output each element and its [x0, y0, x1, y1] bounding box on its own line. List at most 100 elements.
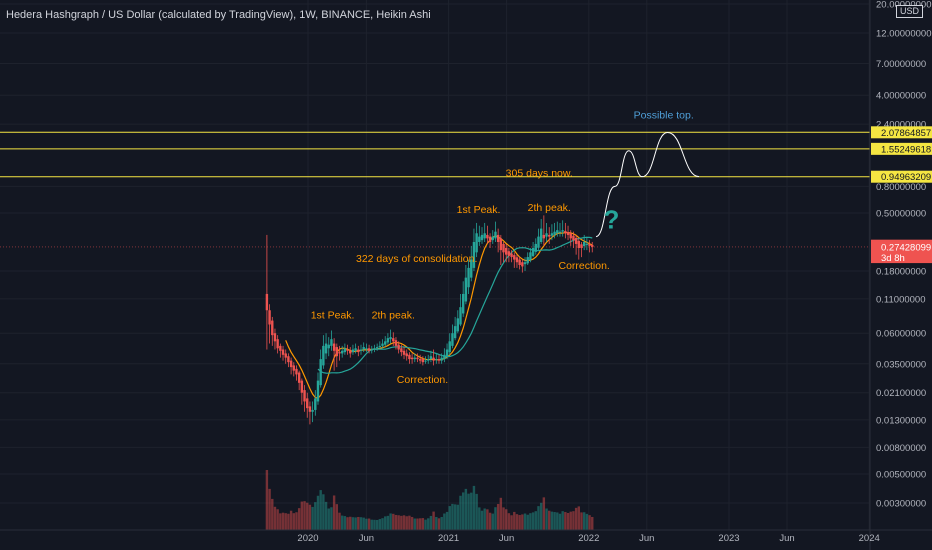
- candle-body[interactable]: [459, 307, 462, 325]
- candle-body[interactable]: [553, 231, 556, 235]
- candle-body[interactable]: [521, 262, 524, 267]
- candle-body[interactable]: [558, 231, 562, 233]
- candle-body[interactable]: [338, 352, 341, 354]
- candle-body[interactable]: [389, 337, 392, 340]
- candle-body[interactable]: [470, 259, 473, 278]
- candle-body[interactable]: [483, 233, 486, 239]
- candle-body[interactable]: [297, 372, 301, 383]
- candle-body[interactable]: [362, 347, 365, 350]
- candle-body[interactable]: [435, 359, 438, 361]
- candle-body[interactable]: [316, 380, 320, 402]
- candle-body[interactable]: [324, 343, 328, 354]
- candle-body[interactable]: [464, 277, 468, 302]
- candle-body[interactable]: [367, 348, 371, 351]
- candle-body[interactable]: [475, 233, 478, 253]
- candle-body[interactable]: [343, 348, 347, 353]
- candle-body[interactable]: [502, 243, 505, 253]
- candle-body[interactable]: [381, 343, 384, 346]
- candle-body[interactable]: [585, 243, 589, 245]
- candle-body[interactable]: [413, 357, 416, 360]
- candle-body[interactable]: [572, 235, 575, 241]
- candle-body[interactable]: [281, 349, 285, 355]
- candle-body[interactable]: [292, 365, 295, 371]
- candle-body[interactable]: [424, 360, 427, 362]
- candle-body[interactable]: [467, 267, 470, 288]
- annotation-label[interactable]: 322 days of consolidation.: [356, 253, 477, 265]
- candle-body[interactable]: [496, 234, 500, 243]
- candle-body[interactable]: [265, 293, 269, 311]
- candle-body[interactable]: [327, 344, 330, 349]
- candle-body[interactable]: [456, 318, 460, 332]
- candle-body[interactable]: [427, 359, 430, 361]
- candle-body[interactable]: [319, 359, 322, 386]
- candle-body[interactable]: [548, 234, 551, 237]
- currency-badge[interactable]: USD: [896, 5, 924, 18]
- projection-drawing[interactable]: [595, 132, 700, 238]
- annotation-label[interactable]: Correction.: [397, 374, 448, 386]
- candle-body[interactable]: [523, 262, 527, 265]
- candle-body[interactable]: [556, 230, 559, 234]
- candle-body[interactable]: [308, 406, 312, 412]
- candle-body[interactable]: [384, 341, 387, 345]
- candle-body[interactable]: [432, 357, 435, 361]
- candle-body[interactable]: [488, 236, 492, 243]
- candle-body[interactable]: [408, 354, 411, 360]
- annotation-label[interactable]: 1st Peak.: [311, 309, 355, 321]
- candle-body[interactable]: [526, 257, 529, 264]
- candle-body[interactable]: [370, 349, 373, 351]
- candle-body[interactable]: [550, 233, 554, 236]
- candle-body[interactable]: [397, 344, 400, 350]
- candle-body[interactable]: [306, 398, 309, 409]
- annotation-label[interactable]: 2th peak.: [528, 202, 571, 214]
- candle-body[interactable]: [332, 343, 336, 351]
- candle-body[interactable]: [314, 398, 317, 410]
- annotations[interactable]: 1st Peak. 2th peak. 322 days of consolidat…: [311, 110, 694, 386]
- candle-body[interactable]: [354, 348, 357, 351]
- candle-body[interactable]: [472, 242, 476, 268]
- candle-body[interactable]: [440, 357, 443, 361]
- candle-body[interactable]: [507, 251, 511, 256]
- candle-body[interactable]: [373, 348, 376, 350]
- candle-body[interactable]: [531, 247, 535, 257]
- candle-body[interactable]: [443, 354, 446, 360]
- annotation-label[interactable]: Correction.: [559, 260, 610, 272]
- candle-body[interactable]: [499, 238, 503, 251]
- question-mark-label[interactable]: ?: [604, 205, 620, 235]
- candle-body[interactable]: [300, 380, 304, 393]
- candle-body[interactable]: [416, 357, 419, 360]
- candle-body[interactable]: [276, 339, 279, 349]
- candle-body[interactable]: [405, 353, 408, 357]
- annotation-label[interactable]: 2th peak.: [372, 309, 415, 321]
- candles[interactable]: [265, 215, 594, 425]
- candle-body[interactable]: [478, 236, 481, 243]
- candle-body[interactable]: [410, 357, 414, 360]
- candle-body[interactable]: [451, 333, 454, 346]
- candle-body[interactable]: [400, 348, 403, 353]
- candle-body[interactable]: [461, 293, 465, 314]
- candle-body[interactable]: [486, 234, 489, 239]
- candle-body[interactable]: [545, 233, 548, 237]
- candle-body[interactable]: [494, 231, 497, 239]
- candle-body[interactable]: [529, 252, 532, 261]
- candle-body[interactable]: [295, 368, 298, 375]
- horizontal-levels[interactable]: [0, 131, 870, 248]
- candle-body[interactable]: [289, 360, 293, 368]
- candle-body[interactable]: [564, 230, 567, 234]
- candle-body[interactable]: [268, 310, 271, 325]
- candle-body[interactable]: [588, 243, 591, 246]
- candle-body[interactable]: [340, 350, 344, 354]
- candle-body[interactable]: [346, 349, 349, 351]
- candle-body[interactable]: [394, 340, 398, 346]
- candle-body[interactable]: [453, 326, 457, 339]
- annotation-label[interactable]: 305 days now.: [506, 168, 573, 180]
- candle-body[interactable]: [402, 350, 406, 355]
- candle-body[interactable]: [273, 333, 277, 342]
- candle-body[interactable]: [311, 409, 314, 412]
- candle-body[interactable]: [357, 349, 360, 353]
- candle-body[interactable]: [505, 247, 508, 255]
- candle-body[interactable]: [534, 243, 537, 252]
- candle-body[interactable]: [561, 230, 564, 232]
- candle-body[interactable]: [437, 359, 441, 361]
- candle-body[interactable]: [574, 237, 578, 244]
